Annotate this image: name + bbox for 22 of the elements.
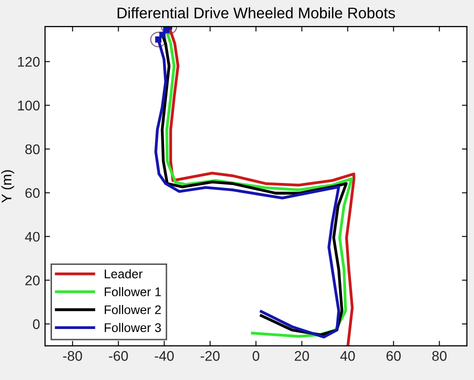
- x-tick-label: -20: [200, 351, 220, 361]
- chart-title: Differential Drive Wheeled Mobile Robots: [118, 7, 395, 18]
- y-tick-label: 120: [18, 56, 40, 67]
- x-tick-label: 0: [252, 351, 260, 361]
- y-axis-title: Y (m): [1, 170, 14, 203]
- legend-label: Follower 3: [104, 322, 161, 332]
- x-tick-label: 80: [432, 351, 447, 361]
- x-tick-label: 20: [294, 351, 309, 361]
- x-tick-label: -80: [63, 351, 82, 361]
- y-tick-label: 100: [18, 100, 40, 110]
- legend-label: Follower 2: [104, 304, 161, 314]
- y-tick-label: 80: [25, 144, 40, 154]
- x-tick-label: -40: [154, 351, 174, 361]
- x-tick-label: 40: [340, 351, 355, 361]
- x-tick-label: 60: [386, 351, 401, 361]
- y-tick-label: 60: [25, 188, 40, 198]
- y-tick-label: 20: [25, 276, 40, 286]
- y-tick-label: 0: [32, 319, 40, 330]
- legend-label: Follower 1: [104, 287, 161, 296]
- x-tick-label: -60: [108, 351, 128, 361]
- legend-label: Leader: [104, 269, 142, 278]
- y-tick-label: 40: [25, 232, 40, 242]
